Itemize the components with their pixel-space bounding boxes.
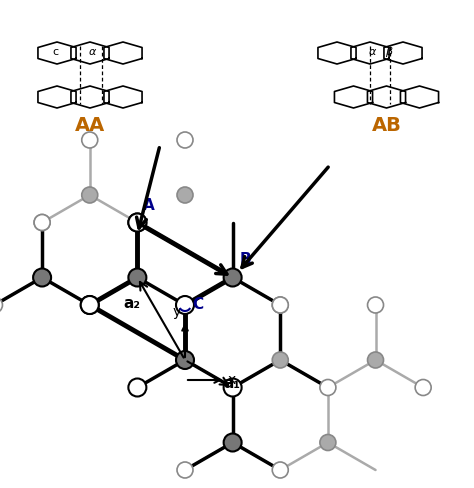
Circle shape: [367, 297, 383, 313]
Circle shape: [272, 297, 288, 313]
Circle shape: [320, 380, 336, 395]
Text: AA: AA: [75, 116, 105, 135]
Circle shape: [177, 462, 193, 478]
Circle shape: [81, 296, 99, 314]
Circle shape: [177, 132, 193, 148]
Circle shape: [33, 268, 51, 286]
Circle shape: [82, 187, 98, 203]
Circle shape: [272, 297, 288, 313]
Circle shape: [34, 215, 50, 230]
Circle shape: [320, 434, 336, 450]
Circle shape: [176, 296, 194, 314]
Circle shape: [224, 433, 242, 451]
FancyArrowPatch shape: [140, 282, 183, 358]
Circle shape: [128, 268, 146, 286]
Circle shape: [0, 297, 2, 313]
Text: A: A: [143, 199, 155, 214]
Circle shape: [176, 351, 194, 369]
Circle shape: [272, 462, 288, 478]
Circle shape: [225, 434, 241, 450]
Circle shape: [128, 379, 146, 396]
Text: α: α: [368, 47, 376, 57]
Text: x: x: [228, 373, 236, 387]
Text: α: α: [88, 47, 96, 57]
Text: c: c: [52, 47, 58, 57]
Text: y: y: [173, 305, 181, 319]
Circle shape: [81, 296, 99, 314]
Text: AB: AB: [372, 116, 401, 135]
Circle shape: [224, 268, 242, 286]
Circle shape: [177, 187, 193, 203]
FancyArrowPatch shape: [140, 224, 227, 274]
Circle shape: [128, 214, 146, 231]
Circle shape: [34, 215, 50, 230]
Circle shape: [272, 352, 288, 368]
Text: B: B: [240, 251, 251, 266]
Text: C: C: [192, 297, 203, 312]
Circle shape: [128, 214, 146, 231]
Circle shape: [415, 380, 431, 395]
Circle shape: [34, 269, 50, 285]
Circle shape: [367, 352, 383, 368]
Text: β: β: [385, 47, 392, 57]
Circle shape: [224, 379, 242, 396]
Text: a₁: a₁: [224, 376, 241, 391]
Text: a₂: a₂: [123, 296, 140, 311]
FancyArrowPatch shape: [187, 362, 228, 385]
Circle shape: [82, 132, 98, 148]
